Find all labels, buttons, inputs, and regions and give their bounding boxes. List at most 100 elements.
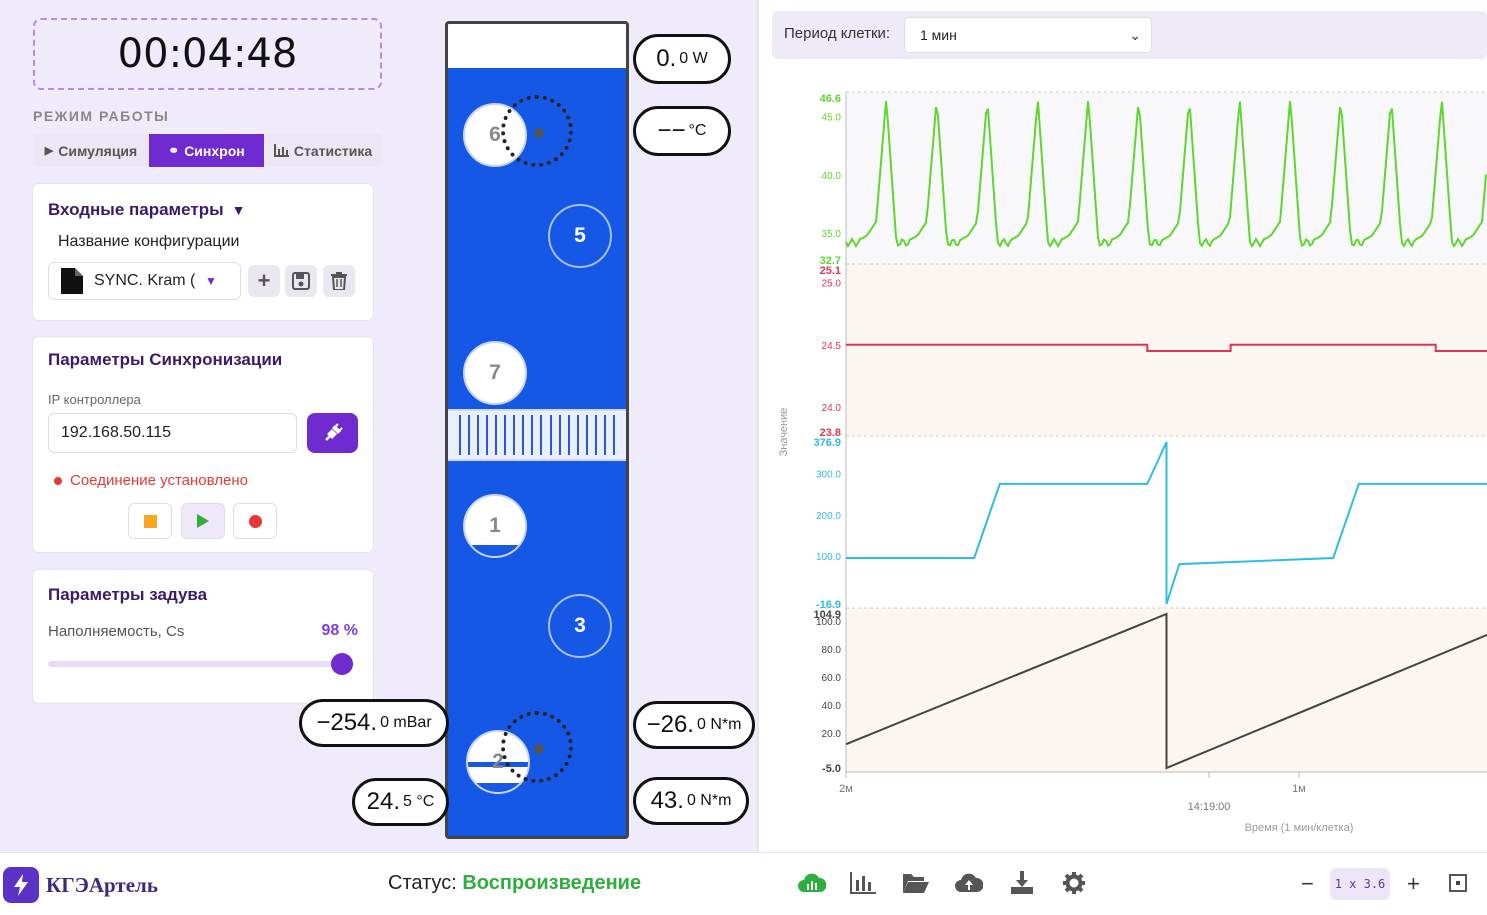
torque1-readout: −26. 0 N*m [633,701,755,749]
plus-icon: + [257,268,271,293]
position-5[interactable]: 5 [548,204,612,268]
folder-open-icon [903,874,929,893]
dropdown-triangle-icon: ▼ [205,274,217,288]
fill-label: Наполняемость, Cs [48,623,185,640]
download-button[interactable] [1007,868,1037,898]
period-select[interactable]: 1 мин ⌄ [904,17,1152,53]
file-icon [61,268,83,294]
power-value: 0. [656,45,677,72]
tab-simulation[interactable]: ▶ Симуляция [33,134,149,167]
y-tick-label: -5.0 [822,763,841,775]
tab-sync[interactable]: ⚭ Синхрон [149,134,264,167]
cloud-chart-button[interactable] [797,868,827,898]
ip-input[interactable] [48,413,297,453]
x-tick-label: 1м [1292,783,1306,795]
zoom-in-button[interactable]: + [1407,871,1420,896]
cloud-upload-icon [955,873,983,892]
status-indicator: Статус: Воспроизведение [388,872,641,895]
zoom-out-button[interactable]: − [1301,871,1314,896]
mode-tabs: ▶ Симуляция ⚭ Синхрон Статистика [33,134,382,167]
y-tick-label: 100.0 [816,552,841,563]
connection-status-text: Соединение установлено [70,472,248,489]
series-line-1 [845,101,1487,249]
play-button[interactable] [181,503,225,539]
input-params-header[interactable]: Входные параметры ▼ [48,200,245,220]
temp-top-unit: °C [688,122,707,139]
link-icon: ⚭ [168,142,180,158]
x-axis-label: Время (1 мин/клетка) [1245,822,1354,834]
y-tick-label: 24.5 [822,341,842,352]
panel-divider [757,0,759,852]
y-tick-label: 40.0 [822,701,842,712]
gear-icon [501,95,573,167]
connect-button[interactable] [307,413,358,453]
delete-config-button[interactable] [323,265,355,297]
collapse-arrow-icon: ▼ [231,202,246,218]
blow-params-card: Параметры задува Наполняемость, Cs 98 % [33,570,373,703]
sync-params-card: Параметры Синхронизации IP контроллера С… [33,337,373,552]
status-dot-icon [54,476,62,485]
position-7[interactable]: 7 [463,341,527,405]
tab-simulation-label: Симуляция [58,142,138,159]
period-toolbar: Период клетки: 1 мин ⌄ [772,11,1487,59]
position-3[interactable]: 3 [548,594,612,658]
tab-statistics[interactable]: Статистика [264,134,382,167]
session-timer: 00:04:48 [33,18,382,90]
y-tick-label: 40.0 [822,171,842,182]
settings-button[interactable] [1059,868,1089,898]
x-tick-label: 2м [839,783,853,795]
chart-panel: Период клетки: 1 мин ⌄ Значение 46.6 45.0 4… [759,0,1487,852]
fit-view-button[interactable] [1443,868,1473,898]
mode-section-label: РЕЖИМ РАБОТЫ [33,108,170,124]
save-config-button[interactable] [285,265,317,297]
y-tick-label: 25.0 [822,278,842,289]
position-1[interactable]: 1 [463,494,527,558]
footer-bar: КГЭАртель Статус: Воспроизведение − 1 x … [0,852,1487,915]
y-axis-label: Значение [778,408,790,457]
sync-params-title: Параметры Синхронизации [48,350,283,369]
series-line-3 [846,441,1487,605]
chart-panel-bg [846,92,1487,264]
record-icon [248,514,262,528]
status-value: Воспроизведение [462,872,642,894]
fill-slider-track[interactable] [48,661,354,667]
tab-statistics-label: Статистика [293,142,373,159]
download-icon [1011,871,1033,894]
fill-slider-handle[interactable] [331,653,353,675]
status-label: Статус: [388,872,457,894]
fit-view-icon [1449,874,1467,892]
y-tick-label: 35.0 [822,229,842,240]
cloud-upload-button[interactable] [954,868,984,898]
y-tick-label: 300.0 [816,470,841,481]
input-params-card: Входные параметры ▼ Название конфигураци… [33,184,373,320]
config-select[interactable]: SYNC. Kram ( ▼ [48,262,241,300]
power-unit: 0 W [679,50,708,67]
process-column: 6 5 7 1 3 2 [445,21,629,839]
temp-bottom-value: 24. [366,788,401,815]
add-config-button[interactable]: + [248,265,280,297]
open-folder-button[interactable] [901,868,931,898]
chevron-down-icon: ⌄ [1129,27,1141,43]
ip-label: IP контроллера [48,392,141,407]
temp-bottom-unit: 5 °C [403,793,435,810]
torque2-unit: 0 N*m [686,792,732,809]
y-tick-label: 104.9 [813,609,841,621]
column-top-cap [448,24,626,68]
pressure-value: −254. [316,709,378,736]
multi-axis-chart[interactable]: Значение 46.6 45.0 40.0 35.0 32.725.125.0 24.5… [759,72,1487,852]
statistics-button[interactable] [848,868,878,898]
stop-button[interactable] [128,503,172,539]
series-line-2 [846,343,1487,352]
y-tick-label: 23.8 [820,427,841,439]
record-button[interactable] [233,503,277,539]
temp-top-value: −− [657,117,686,144]
y-tick-label: 45.0 [822,113,842,124]
brand-name: КГЭАртель [46,873,158,897]
period-select-value: 1 мин [920,27,957,43]
torque2-value: 43. [650,787,684,814]
y-tick-label: 32.7 [820,255,841,267]
stop-icon [143,514,157,528]
pressure-readout: −254. 0 mBar [299,699,449,747]
pressure-unit: 0 mBar [380,714,432,731]
trash-icon [331,272,347,290]
